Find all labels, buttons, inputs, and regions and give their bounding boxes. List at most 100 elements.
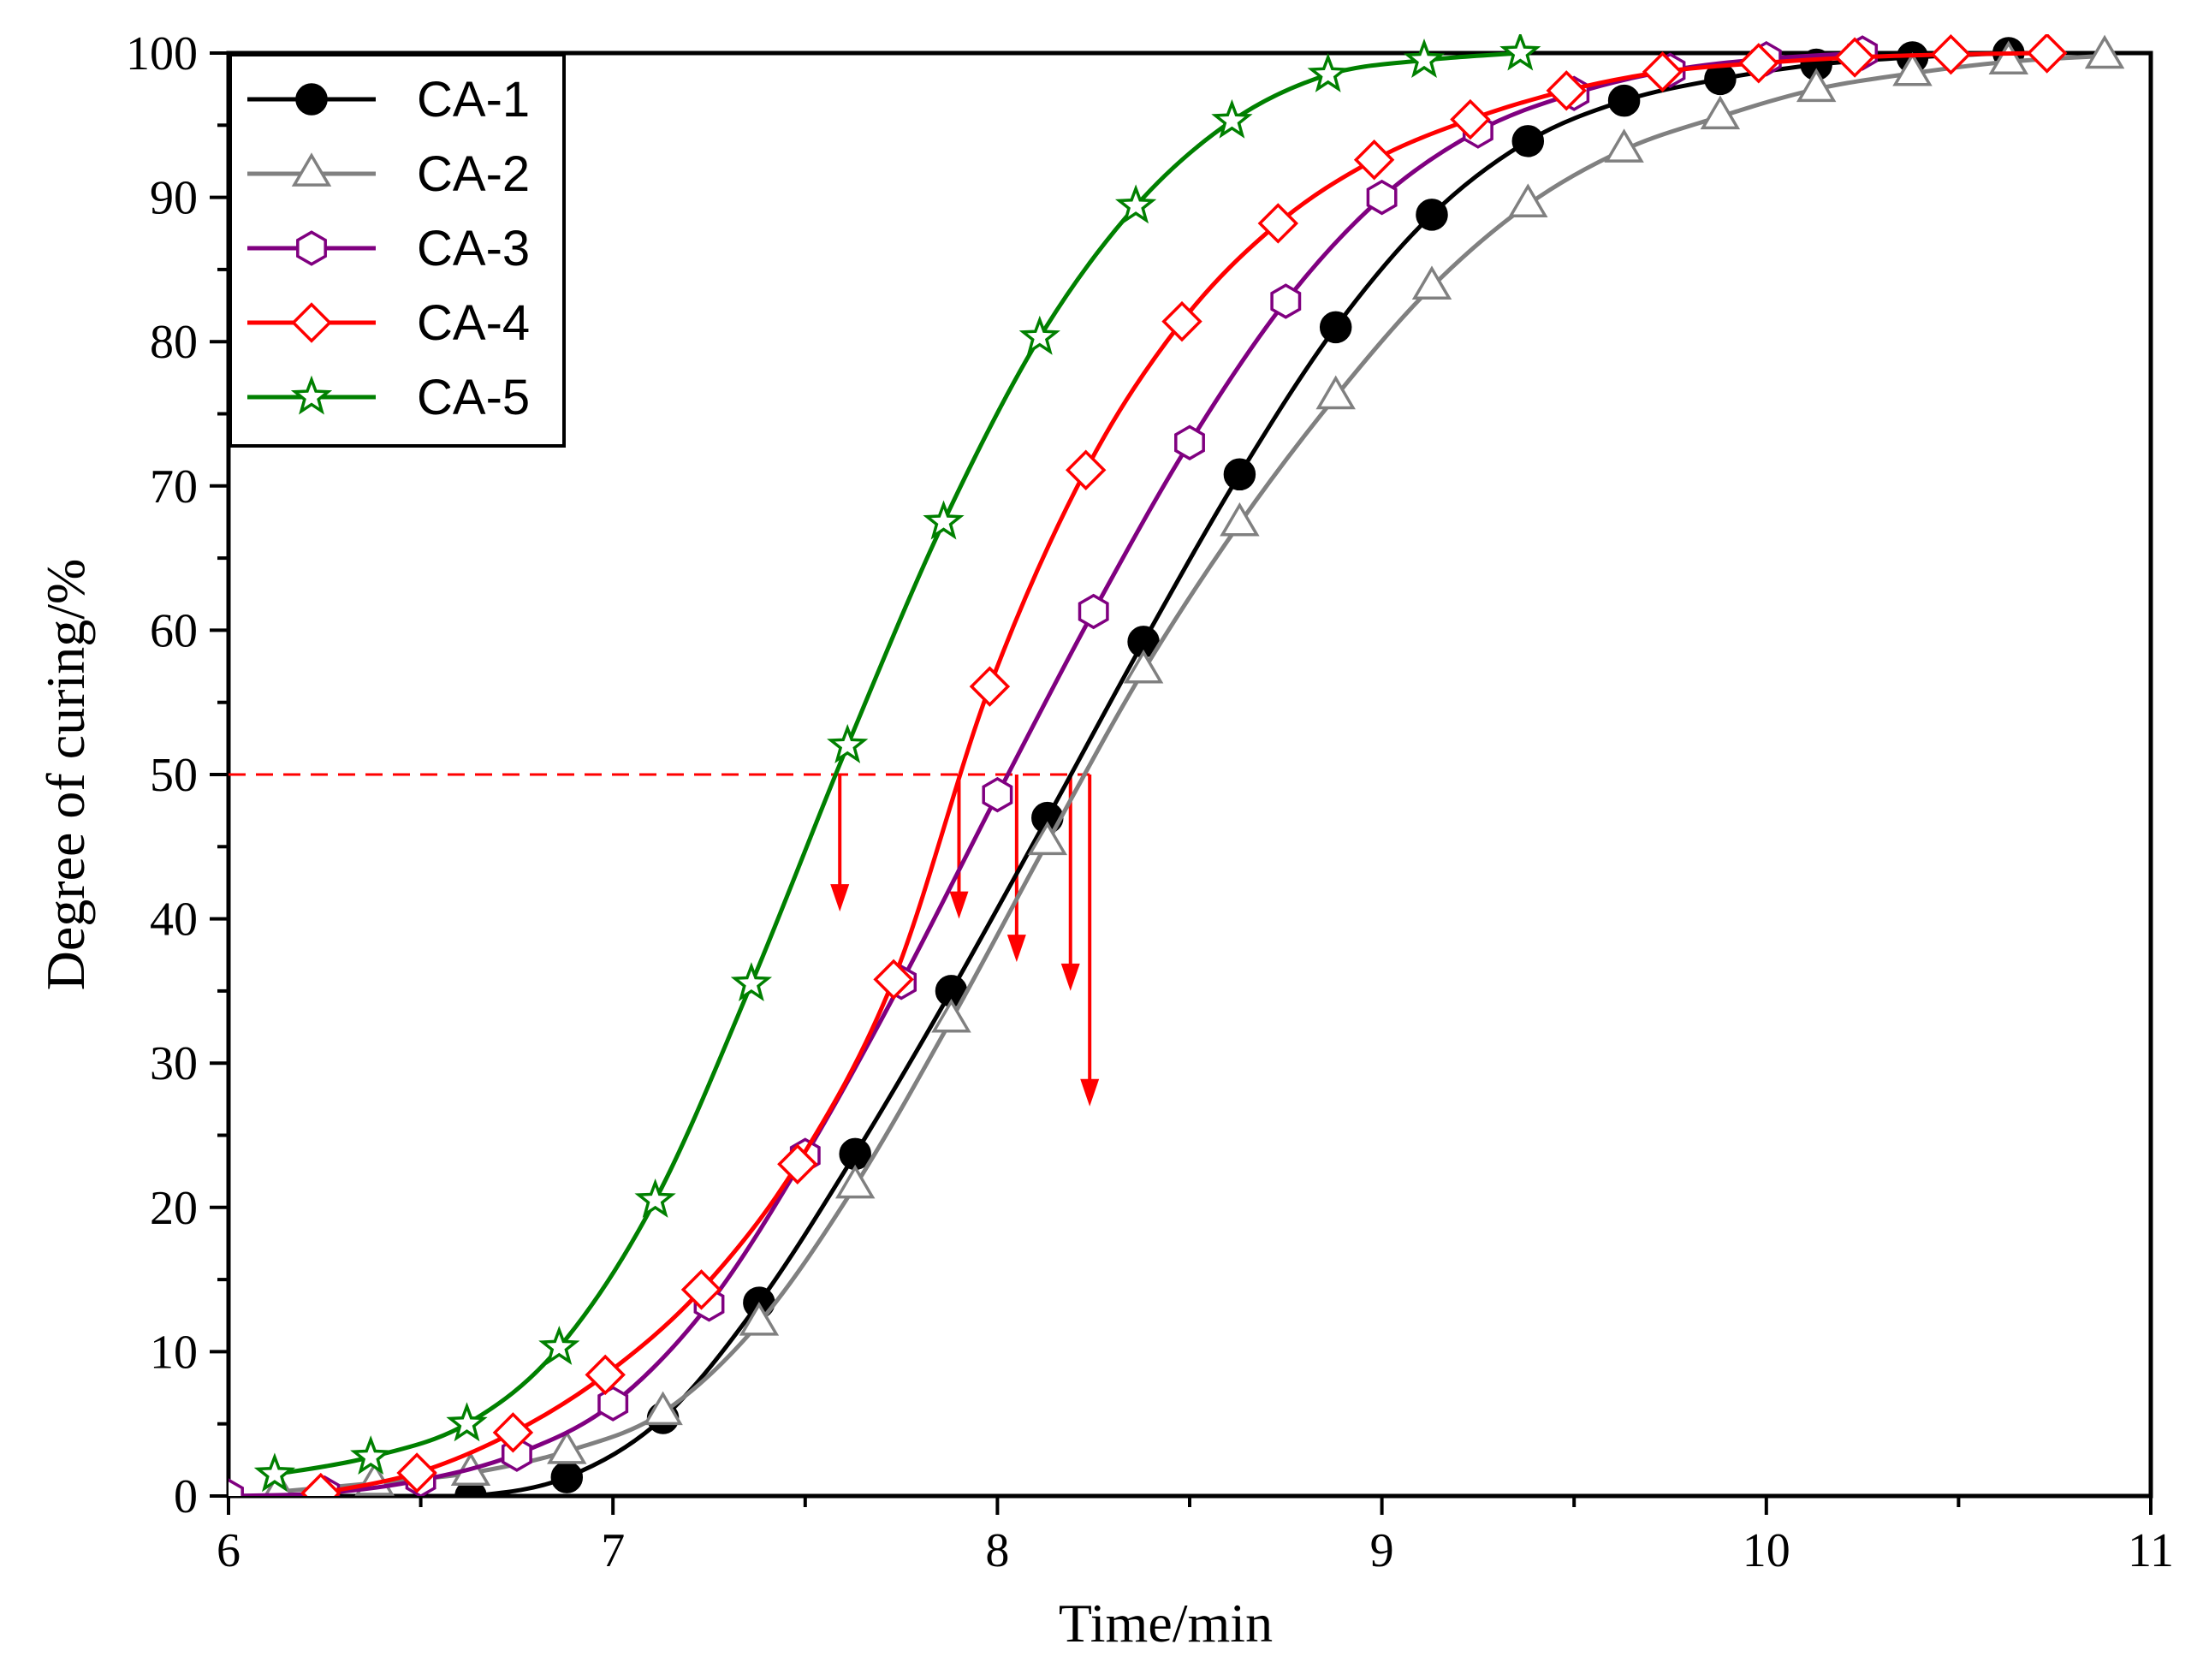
data-point — [1511, 125, 1545, 157]
data-point — [550, 1461, 584, 1493]
legend-entry: CA-3 — [247, 221, 530, 276]
data-point — [1416, 199, 1448, 231]
legend-entry: CA-5 — [247, 370, 530, 425]
data-point — [1078, 593, 1109, 630]
data-point — [454, 1480, 487, 1496]
legend-label: CA-5 — [417, 370, 530, 425]
data-point — [1123, 649, 1164, 684]
legend-label: CA-1 — [417, 72, 530, 128]
data-point — [931, 998, 971, 1033]
y-tick-label: 90 — [150, 172, 198, 225]
t50-arrow-head — [1006, 935, 1026, 963]
data-point — [350, 1435, 392, 1475]
legend-label: CA-3 — [417, 221, 530, 276]
x-tick-label: 7 — [601, 1524, 625, 1577]
data-point — [597, 1386, 629, 1422]
data-point — [1607, 84, 1641, 117]
legend-entry: CA-4 — [247, 295, 530, 351]
data-point — [253, 1452, 296, 1493]
data-point — [585, 1354, 626, 1396]
data-point — [1403, 39, 1446, 78]
data-point — [229, 1478, 244, 1496]
legend: CA-1 CA-2 CA-3 CA-4 CA-5 — [229, 53, 566, 448]
x-tick-label: 8 — [985, 1524, 1009, 1577]
legend-entry: CA-2 — [247, 146, 530, 202]
data-point — [982, 776, 1013, 813]
data-point — [1257, 203, 1299, 244]
x-tick-label: 9 — [1370, 1524, 1394, 1577]
series-layer — [229, 34, 2125, 1496]
data-point — [492, 1412, 534, 1453]
legend-label: CA-4 — [417, 295, 530, 351]
x-tick-label: 10 — [1743, 1524, 1790, 1577]
t50-arrow-head — [830, 884, 850, 912]
y-tick-label: 70 — [150, 460, 198, 513]
y-tick-label: 100 — [126, 27, 198, 80]
data-point — [1796, 68, 1837, 103]
data-point — [680, 1269, 722, 1310]
data-point — [300, 1472, 341, 1496]
data-point — [1174, 424, 1205, 460]
series-ca-4 — [300, 34, 2068, 1496]
y-tick-label: 80 — [150, 316, 198, 369]
data-point — [1161, 300, 1202, 342]
data-point — [1114, 184, 1157, 224]
data-point — [1270, 283, 1302, 319]
legend-marker — [291, 302, 332, 343]
data-point — [1307, 52, 1349, 92]
data-point — [827, 723, 869, 763]
reference-line-layer — [229, 773, 1100, 1107]
series-line — [274, 50, 1521, 1477]
data-point — [739, 1301, 780, 1336]
data-point — [1642, 51, 1683, 92]
data-point — [1211, 98, 1253, 139]
legend-label: CA-2 — [417, 146, 530, 202]
series-ca-1 — [358, 37, 2025, 1496]
data-point — [1065, 449, 1107, 490]
data-point — [1220, 502, 1260, 537]
legend-marker — [290, 375, 333, 415]
data-point — [839, 1137, 871, 1171]
data-point — [1604, 128, 1644, 163]
data-point — [777, 1143, 818, 1184]
data-point — [1411, 265, 1452, 300]
legend-marker — [291, 152, 332, 187]
data-point — [1834, 37, 1875, 78]
x-tick-label: 6 — [217, 1524, 240, 1577]
series-line — [320, 50, 2047, 1496]
data-point — [643, 1391, 683, 1426]
y-tick-label: 30 — [150, 1037, 198, 1090]
data-point — [1450, 98, 1491, 140]
data-point — [834, 1164, 876, 1199]
data-point — [873, 959, 914, 1000]
data-point — [923, 500, 965, 540]
legend-marker — [295, 83, 328, 116]
data-point — [1930, 34, 1972, 75]
data-point — [2084, 34, 2125, 69]
data-point — [634, 1178, 676, 1218]
x-axis-title: Time/min — [1059, 1593, 1273, 1653]
data-point — [1499, 34, 1541, 71]
data-point — [547, 1430, 587, 1464]
y-tick-label: 20 — [150, 1182, 198, 1235]
t50-arrow-head — [1060, 963, 1080, 991]
data-point — [1223, 458, 1256, 491]
y-tick-label: 50 — [150, 749, 198, 802]
data-point — [1508, 183, 1548, 217]
data-point — [1366, 179, 1398, 216]
legend-entry: CA-1 — [247, 72, 530, 128]
data-point — [969, 666, 1011, 707]
data-point — [396, 1452, 437, 1493]
data-point — [1315, 375, 1356, 410]
data-point — [1700, 95, 1741, 130]
y-axis-title: Degree of curing/% — [35, 559, 96, 991]
data-point — [1353, 140, 1395, 181]
series-line — [278, 53, 2105, 1494]
data-point — [1027, 821, 1068, 856]
y-tick-label: 60 — [150, 604, 198, 657]
x-tick-label: 11 — [2128, 1524, 2174, 1577]
data-point — [1738, 43, 1779, 84]
data-point — [730, 962, 773, 1002]
